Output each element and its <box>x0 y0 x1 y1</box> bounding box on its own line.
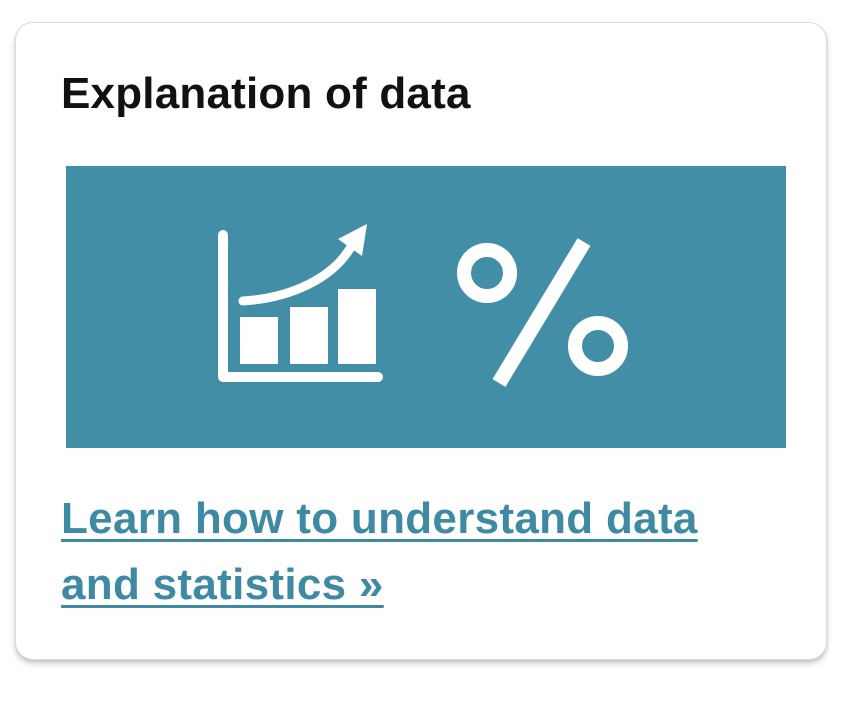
growth-chart-icon <box>218 224 383 382</box>
hero-illustration <box>218 224 628 387</box>
learn-data-statistics-link[interactable]: Learn how to understand data and statist… <box>61 494 698 609</box>
hero-banner <box>66 166 786 448</box>
percent-icon <box>457 238 628 387</box>
explanation-card: Explanation of data Learn how to underst… <box>15 22 827 660</box>
card-title: Explanation of data <box>61 69 471 118</box>
